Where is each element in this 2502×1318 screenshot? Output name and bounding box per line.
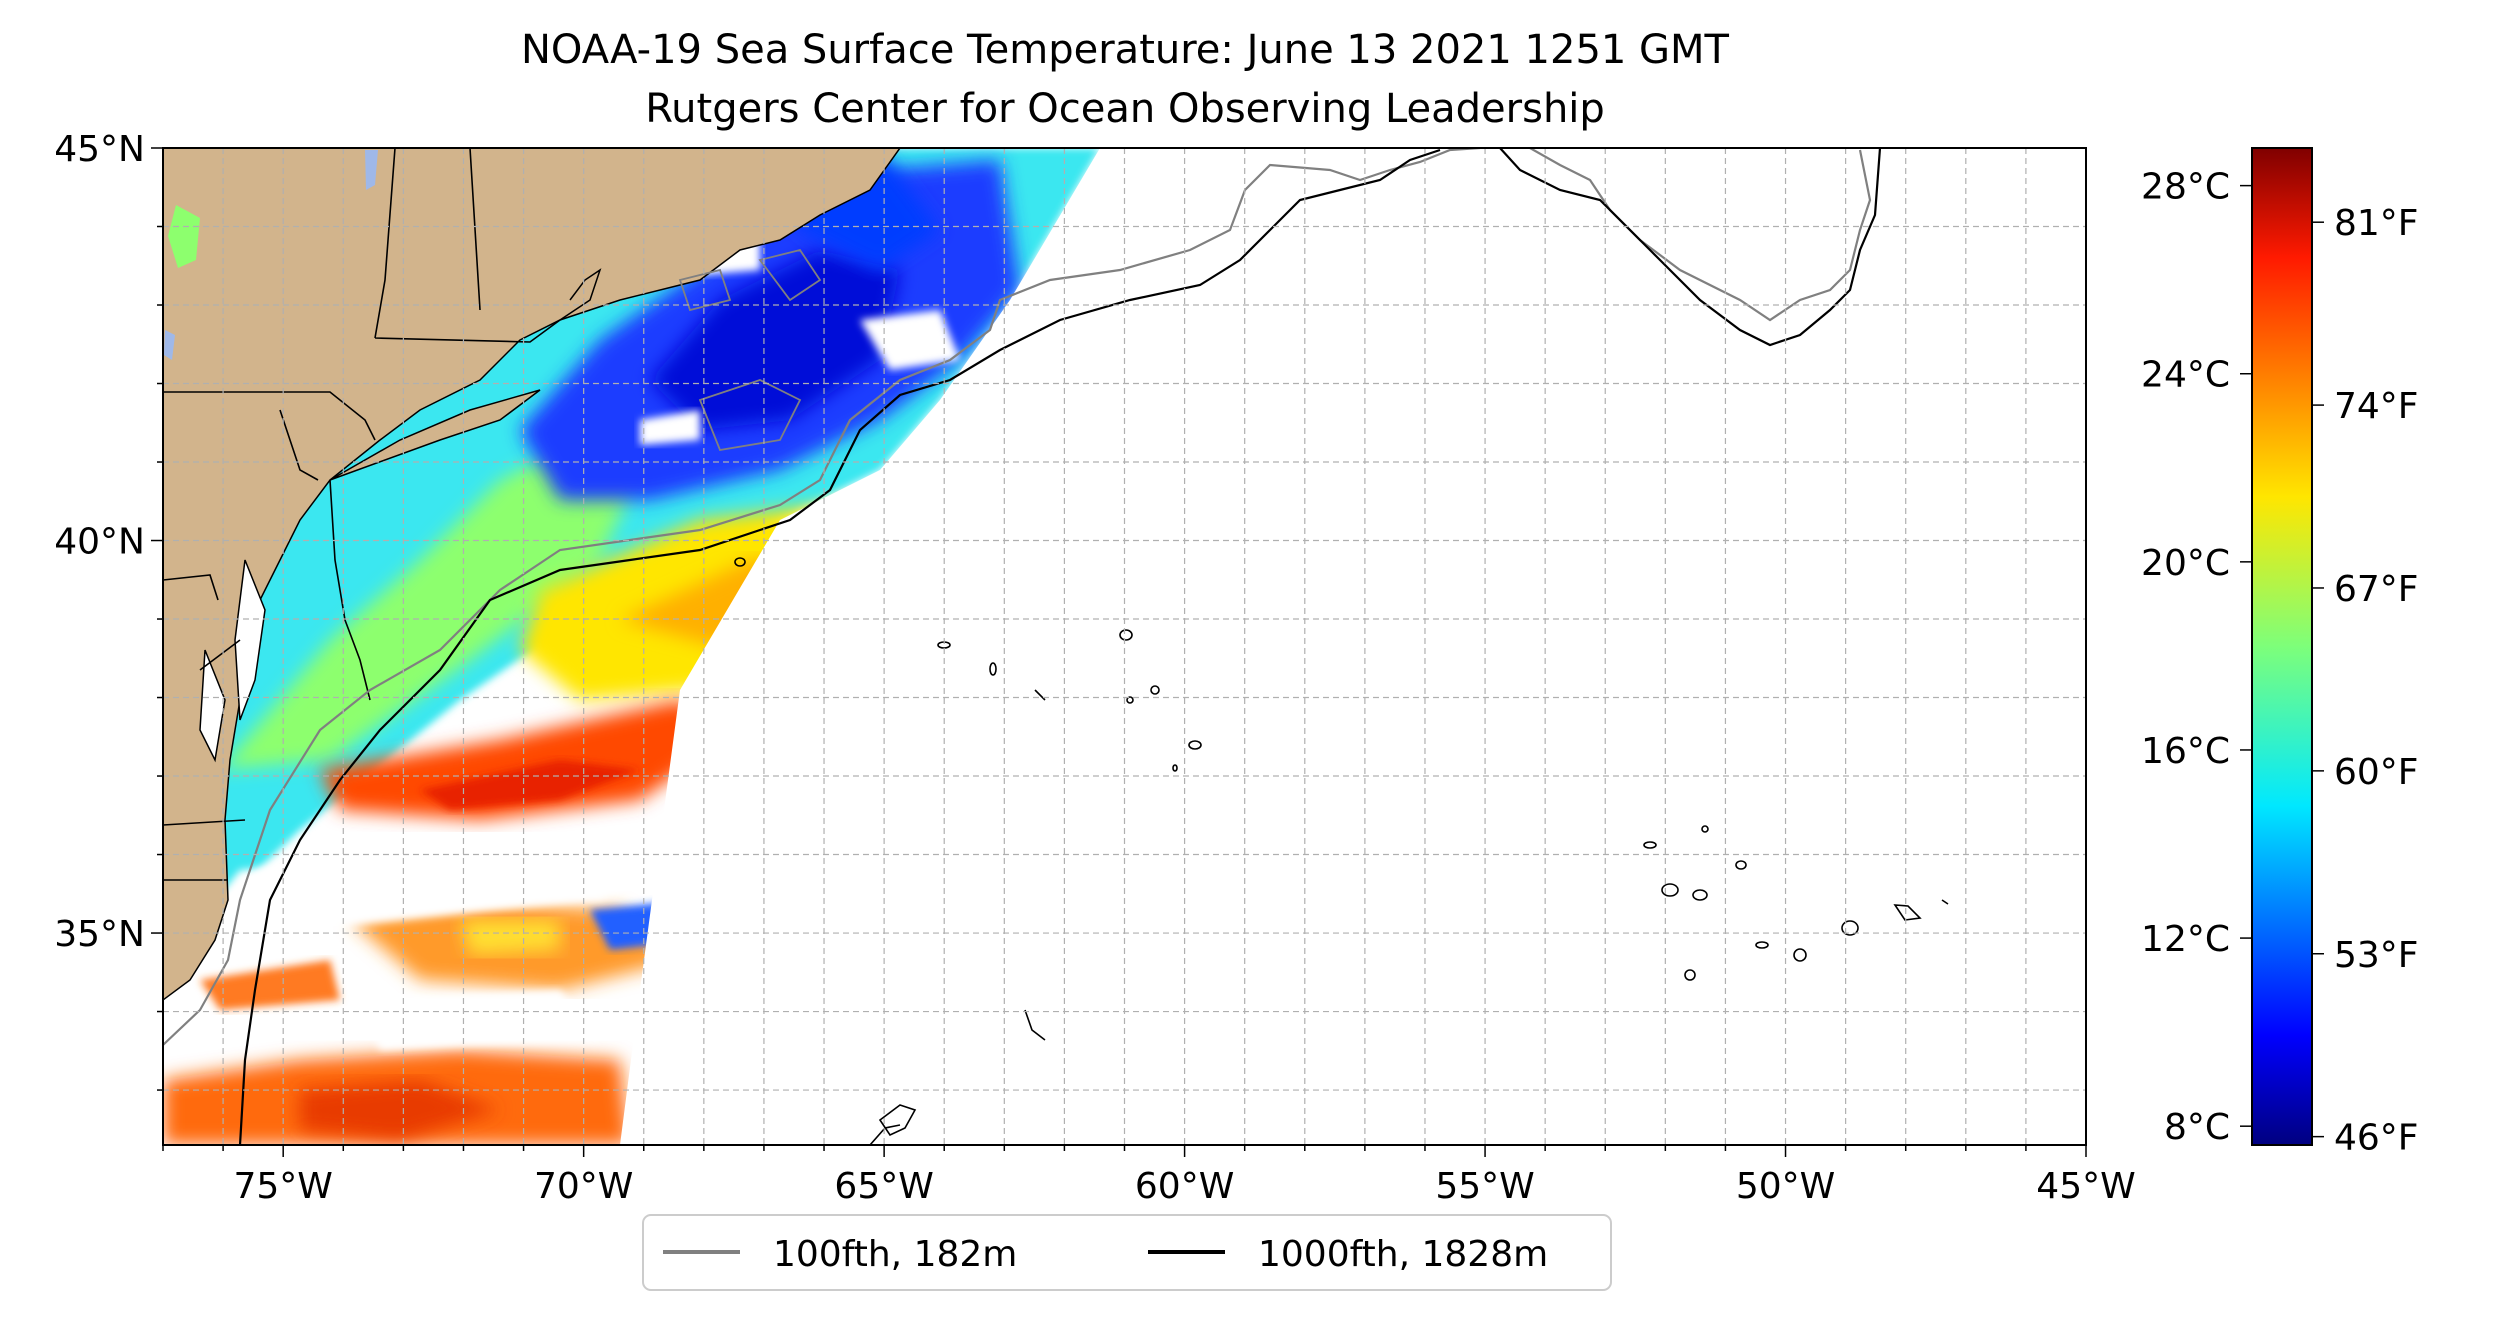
lon-tick-label: 60°W (1135, 1166, 1234, 1207)
fahrenheit-tick-label: 74°F (2334, 386, 2419, 427)
colorbar-celsius-axis: 8°C 12°C 16°C 20°C 24°C 28°C (2141, 167, 2252, 1148)
legend: 100fth, 182m 1000fth, 1828m (642, 1214, 1612, 1291)
fahrenheit-tick-label: 60°F (2334, 752, 2419, 793)
lat-tick-label: 45°N (54, 129, 145, 170)
colorbar-fahrenheit-axis: 46°F 53°F 60°F 67°F 74°F 81°F (2312, 203, 2419, 1159)
title-line-2: Rutgers Center for Ocean Observing Leade… (645, 86, 1605, 132)
lon-tick-label: 45°W (2036, 1166, 2135, 1207)
colorbar: 8°C 12°C 16°C 20°C 24°C 28°C 46°F 53°F 60°F 67°F… (2141, 147, 2419, 1159)
map-gridlines (163, 148, 2086, 1145)
fahrenheit-tick-label: 53°F (2334, 935, 2419, 976)
fahrenheit-tick-label: 46°F (2334, 1118, 2419, 1159)
land (163, 148, 901, 1001)
lon-tick-label: 70°W (534, 1166, 633, 1207)
isobath-100fth-banks (678, 248, 822, 452)
lon-tick-label: 55°W (1435, 1166, 1534, 1207)
lon-tick-label: 75°W (233, 1166, 332, 1207)
longitude-axis: 75°W 70°W 65°W 60°W 55°W 50°W 45°W (162, 1145, 2136, 1207)
celsius-tick-label: 8°C (2164, 1107, 2230, 1148)
lon-tick-label: 50°W (1736, 1166, 1835, 1207)
map-area (163, 148, 2086, 1145)
lat-tick-label: 35°N (54, 914, 145, 955)
fahrenheit-tick-label: 67°F (2334, 569, 2419, 610)
colorbar-gradient (2251, 147, 2313, 1146)
legend-label-100fth: 100fth, 182m (773, 1234, 1017, 1275)
lat-tick-label: 40°N (54, 522, 145, 563)
title-line-1: NOAA-19 Sea Surface Temperature: June 13… (521, 27, 1730, 73)
legend-box (642, 1214, 1612, 1291)
celsius-tick-label: 28°C (2141, 167, 2230, 208)
celsius-tick-label: 12°C (2141, 919, 2230, 960)
isobath-1000fth (238, 148, 1882, 1145)
celsius-tick-label: 16°C (2141, 731, 2230, 772)
latitude-axis: 35°N 40°N 45°N (54, 129, 163, 1091)
lon-tick-label: 65°W (834, 1166, 933, 1207)
legend-label-1000fth: 1000fth, 1828m (1258, 1234, 1548, 1275)
seamount-contours (734, 557, 1949, 1145)
fahrenheit-tick-label: 81°F (2334, 203, 2419, 244)
celsius-tick-label: 20°C (2141, 543, 2230, 584)
sst-swath (163, 148, 2086, 1145)
celsius-tick-label: 24°C (2141, 355, 2230, 396)
isobath-100fth (163, 148, 1872, 1046)
